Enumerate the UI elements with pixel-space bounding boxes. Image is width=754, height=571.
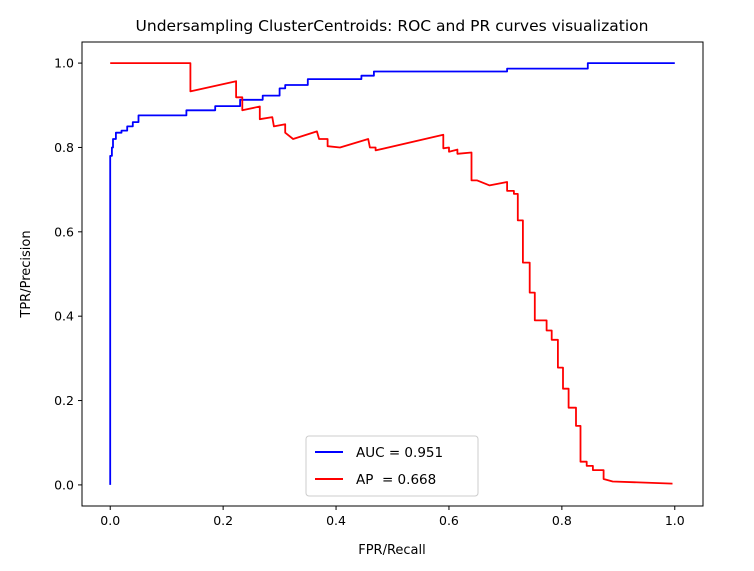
legend-box (305, 435, 479, 497)
pr-curve-line (110, 62, 673, 485)
y-tick-label: 0.6 (54, 224, 74, 239)
chart-title: Undersampling ClusterCentroids: ROC and … (136, 17, 649, 35)
y-tick-label: 0.8 (54, 140, 74, 155)
legend-label-auc: AUC = 0.951 (356, 445, 443, 461)
plot-area (81, 41, 704, 507)
legend-label-ap: AP = 0.668 (356, 472, 436, 488)
legend: AUC = 0.951 AP = 0.668 (305, 435, 479, 497)
y-tick-label: 0.0 (54, 477, 74, 492)
x-tick-label: 0.6 (439, 513, 459, 528)
x-tick-label: 0.0 (100, 513, 120, 528)
y-tick-label: 1.0 (54, 56, 74, 71)
x-tick-label: 0.4 (326, 513, 346, 528)
y-tick-label: 0.4 (54, 309, 74, 324)
roc-curve-line (109, 62, 675, 485)
x-axis-label: FPR/Recall (358, 543, 426, 558)
y-axis-label: TPR/Precision (19, 230, 34, 318)
x-tick-label: 1.0 (665, 513, 685, 528)
y-tick-label: 0.2 (54, 393, 74, 408)
x-tick-label: 0.8 (552, 513, 572, 528)
x-tick-label: 0.2 (213, 513, 233, 528)
